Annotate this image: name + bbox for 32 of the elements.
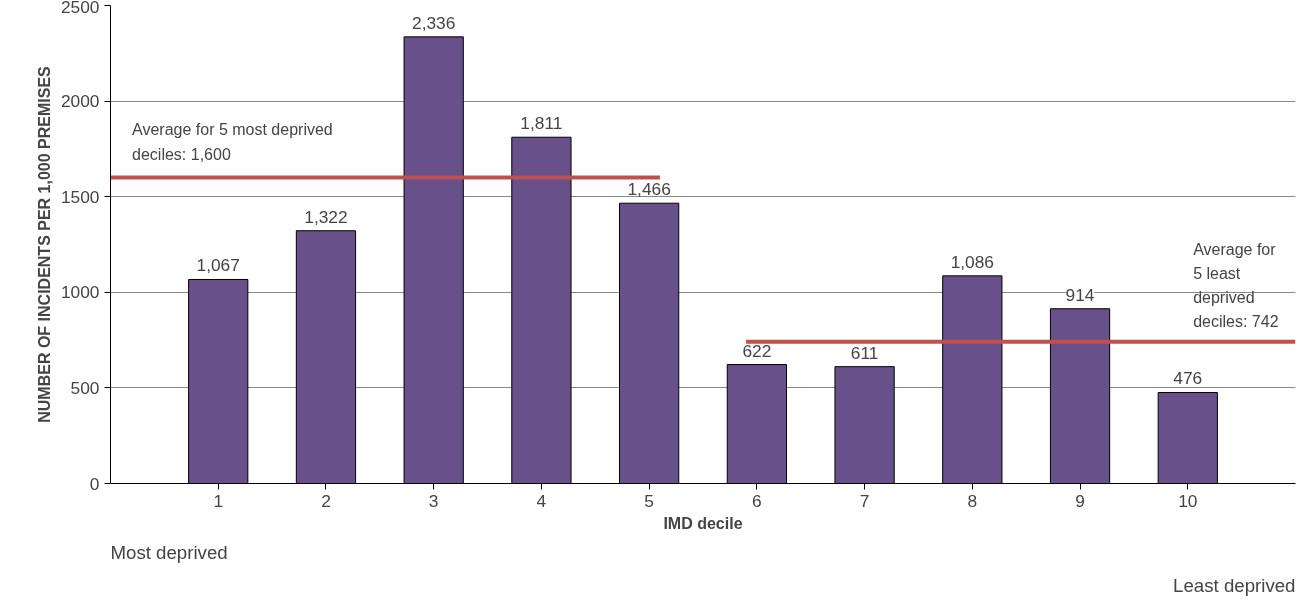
data-label: 1,322 xyxy=(304,206,348,227)
x-tick-label: 8 xyxy=(967,490,978,511)
x-tick-label: 10 xyxy=(1178,490,1198,511)
data-label: 1,811 xyxy=(520,113,563,134)
x-tick-label: 3 xyxy=(428,490,439,511)
y-tick-label: 500 xyxy=(70,377,100,398)
y-tick-label: 2000 xyxy=(60,91,100,112)
y-tick-label: 2500 xyxy=(60,0,100,17)
x-tick-label: 4 xyxy=(536,490,547,511)
data-label: 1,086 xyxy=(950,251,995,272)
x-tick-label: 6 xyxy=(752,490,762,511)
y-axis-title: NUMBER OF INCIDENTS PER 1,000 PREMISES xyxy=(35,65,53,423)
y-tick-label: 0 xyxy=(89,473,100,494)
data-label: 914 xyxy=(1065,284,1095,305)
text: Most deprived xyxy=(110,541,228,563)
y-tick-label: 1000 xyxy=(60,282,100,303)
data-label: 2,336 xyxy=(412,12,456,33)
data-label: 1,466 xyxy=(627,179,671,200)
data-label: 622 xyxy=(742,340,772,361)
data-label: 611 xyxy=(850,342,879,363)
x-axis-title: IMD decile xyxy=(663,514,743,532)
x-tick-label: 2 xyxy=(321,490,331,511)
data-label: 1,067 xyxy=(196,255,240,276)
x-tick-label: 9 xyxy=(1075,490,1085,511)
x-tick-label: 1 xyxy=(213,490,224,511)
data-label: 476 xyxy=(1173,368,1203,389)
x-tick-label: 7 xyxy=(859,490,870,511)
y-tick-label: 1500 xyxy=(60,186,100,207)
ref-line-label: Average for 5 most deprived deciles: 1,600 xyxy=(132,120,333,163)
x-tick-label: 5 xyxy=(644,490,654,511)
ref-line-label: Average for 5 least deprived deciles: 742 xyxy=(1193,240,1279,330)
text: Least deprived xyxy=(1173,574,1296,596)
